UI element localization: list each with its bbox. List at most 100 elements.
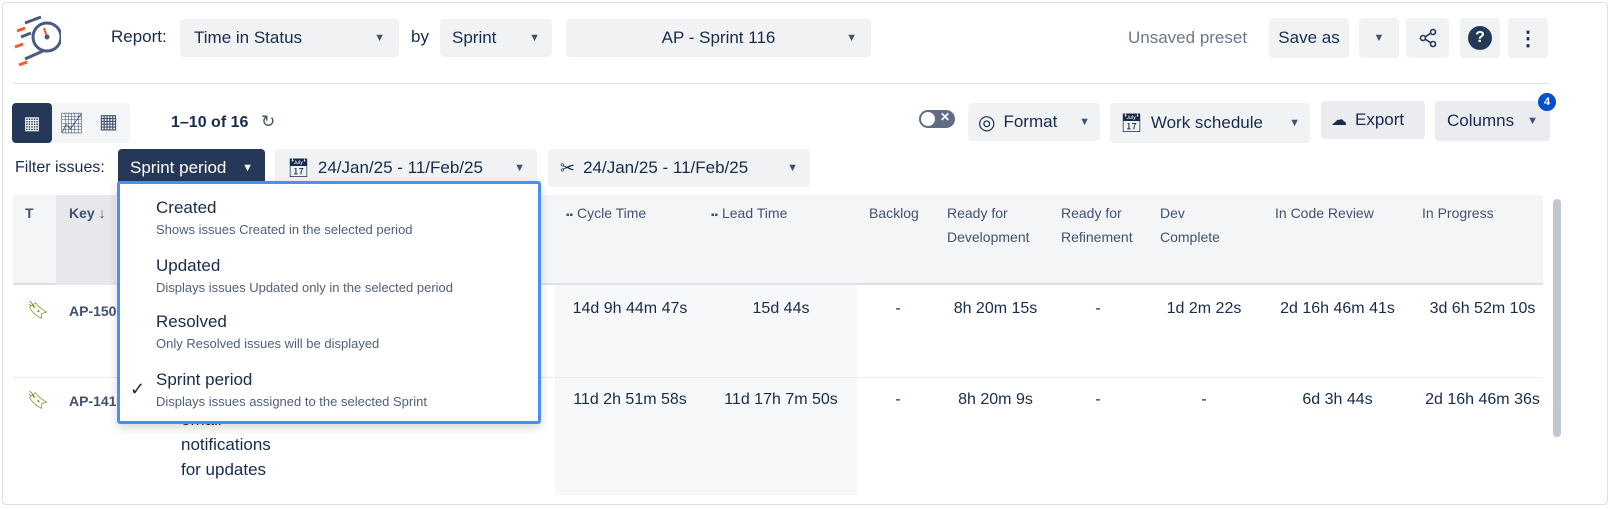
cell-in-progress: 3d 6h 52m 10s <box>1429 300 1536 317</box>
cell-backlog: - <box>895 300 901 317</box>
cell-in-progress: 2d 16h 46m 36s <box>1425 391 1540 408</box>
header-key[interactable]: Key ↓ <box>69 205 106 221</box>
cell-ready-for-development: 8h 20m 15s <box>953 300 1038 317</box>
chevron-down-icon: ▼ <box>1079 116 1090 128</box>
option-title: Sprint period <box>156 370 253 389</box>
cell-lead-time: 11d 17h 7m 50s <box>724 391 838 408</box>
cell-lead-time: 15d 44s <box>752 300 810 317</box>
export-button[interactable]: ☁︎ Export <box>1321 101 1425 139</box>
issue-key-link[interactable]: AP-150 <box>69 303 117 319</box>
sprint-date-range-picker[interactable]: ✂︎ 24/Jan/25 - 11/Feb/25 ▼ <box>548 149 810 187</box>
header-lead-time[interactable]: ▪▪ Lead Time <box>711 205 788 221</box>
share-button[interactable] <box>1406 18 1449 58</box>
chevron-down-icon: ▼ <box>1289 117 1300 129</box>
option-title: Resolved <box>156 312 227 331</box>
format-label: Format <box>1003 112 1058 131</box>
chevron-down-icon: ▼ <box>529 32 540 44</box>
option-description: Displays issues Updated only in the sele… <box>156 280 454 295</box>
save-as-button[interactable]: Save as <box>1269 18 1349 58</box>
cloud-download-icon: ☁︎ <box>1331 112 1347 129</box>
header-ready-for-refinement[interactable]: Ready for Refinement <box>1061 205 1133 245</box>
cell-in-code-review: 6d 3h 44s <box>1302 391 1373 408</box>
close-icon: ✕ <box>940 110 951 124</box>
header-divider <box>13 83 1549 84</box>
group-by-select[interactable]: Sprint ▼ <box>440 19 552 57</box>
header-type[interactable]: T <box>25 205 34 221</box>
highlight-column-bg <box>555 285 857 495</box>
sprint-select[interactable]: AP - Sprint 116 ▼ <box>566 19 871 57</box>
filter-mode-value: Sprint period <box>130 158 227 177</box>
issue-key-link[interactable]: AP-141 <box>69 393 117 409</box>
toggle-switch[interactable]: ✕ <box>919 110 955 128</box>
refresh-icon[interactable]: ↻ <box>261 112 276 131</box>
date-range-value: 24/Jan/25 - 11/Feb/25 <box>317 158 483 177</box>
story-icon: 🔖︎ <box>27 300 50 320</box>
header-dev-complete[interactable]: Dev Complete <box>1160 205 1220 245</box>
option-description: Displays issues assigned to the selected… <box>156 394 427 409</box>
pivot-table-icon: ▦ <box>99 111 118 133</box>
key-header-sorted <box>56 195 116 285</box>
pivot-view-button[interactable]: ▦ <box>99 109 118 134</box>
work-schedule-button[interactable]: 📅︎ Work schedule ▼ <box>1110 103 1310 143</box>
header-in-code-review[interactable]: In Code Review <box>1275 205 1374 221</box>
filter-mode-dropdown: Created Shows issues Created in the selec… <box>117 181 541 424</box>
filter-mode-select[interactable]: Sprint period ▼ <box>118 149 265 187</box>
more-menu-button[interactable]: ⋮ <box>1508 18 1548 58</box>
option-resolved[interactable]: Resolved Only Resolved issues will be dis… <box>156 312 379 351</box>
option-updated[interactable]: Updated Displays issues Updated only in t… <box>156 256 453 295</box>
preset-status: Unsaved preset <box>1128 28 1248 47</box>
cell-ready-for-development: 8h 20m 9s <box>958 391 1033 408</box>
eye-icon: ◎ <box>978 111 996 134</box>
grid-view-button[interactable]: ▦ <box>12 103 52 143</box>
header-cycle-time[interactable]: ▪▪ Cycle Time <box>566 205 647 221</box>
header-ready-for-development[interactable]: Ready for Development <box>947 205 1030 245</box>
option-title: Created <box>156 198 217 217</box>
checkmark-icon: ✓ <box>130 379 146 399</box>
chevron-down-icon: ▼ <box>787 162 798 174</box>
format-button[interactable]: ◎ Format ▼ <box>968 103 1100 141</box>
row-divider <box>13 377 1543 378</box>
chart-view-button[interactable]: 📈︎ <box>59 111 84 136</box>
cell-dev-complete: 1d 2m 22s <box>1166 300 1242 317</box>
columns-button[interactable]: Columns ▼ <box>1435 101 1550 141</box>
caret-down-icon: ▼ <box>846 32 857 44</box>
columns-count-badge: 4 <box>1538 93 1556 111</box>
header-cycle-time-label: Cycle Time <box>576 205 647 221</box>
scissors-icon: ✂︎ <box>560 157 576 178</box>
cell-ready-for-refinement: - <box>1095 391 1101 408</box>
option-description: Shows issues Created in the selected per… <box>156 222 413 237</box>
filter-label: Filter issues: <box>15 159 105 176</box>
chart-icon: 📈︎ <box>59 113 85 135</box>
calendar-icon: 📅︎ <box>1120 112 1143 133</box>
vertical-scrollbar[interactable] <box>1553 199 1561 437</box>
report-type-select[interactable]: Time in Status ▼ <box>180 19 399 57</box>
save-options-button[interactable]: ▼ <box>1359 18 1399 58</box>
chevron-down-icon: ▼ <box>1527 115 1538 127</box>
grid-icon: ▦ <box>23 112 41 133</box>
cell-in-code-review: 2d 16h 46m 41s <box>1280 300 1395 317</box>
calendar-clock-icon: 📅︎ <box>287 157 310 178</box>
logo-stopwatch-icon <box>14 15 61 67</box>
export-label: Export <box>1355 110 1405 129</box>
option-description: Only Resolved issues will be displayed <box>156 336 380 351</box>
cell-ready-for-refinement: - <box>1095 300 1101 317</box>
option-created[interactable]: Created Shows issues Created in the selec… <box>156 198 413 237</box>
option-sprint-period[interactable]: Sprint period Displays issues assigned to… <box>156 370 427 409</box>
header-backlog[interactable]: Backlog <box>869 205 919 221</box>
share-icon <box>1419 28 1436 48</box>
header-in-progress[interactable]: In Progress <box>1422 205 1494 221</box>
date-range-picker[interactable]: 📅︎ 24/Jan/25 - 11/Feb/25 ▼ <box>275 149 537 187</box>
group-by-value: Sprint <box>452 28 497 47</box>
cell-cycle-time: 14d 9h 44m 47s <box>572 300 688 317</box>
cell-backlog: - <box>895 391 901 408</box>
report-label: Report: <box>111 27 167 46</box>
cell-cycle-time: 11d 2h 51m 58s <box>573 391 687 408</box>
chevron-down-icon: ▼ <box>242 162 253 174</box>
option-title: Updated <box>156 256 221 275</box>
by-label: by <box>411 27 429 46</box>
sprint-value: AP - Sprint 116 <box>661 28 776 47</box>
chevron-down-icon: ▼ <box>1373 32 1385 44</box>
help-button[interactable]: ? <box>1460 18 1500 58</box>
sprint-date-range-value: 24/Jan/25 - 11/Feb/25 <box>583 158 749 177</box>
